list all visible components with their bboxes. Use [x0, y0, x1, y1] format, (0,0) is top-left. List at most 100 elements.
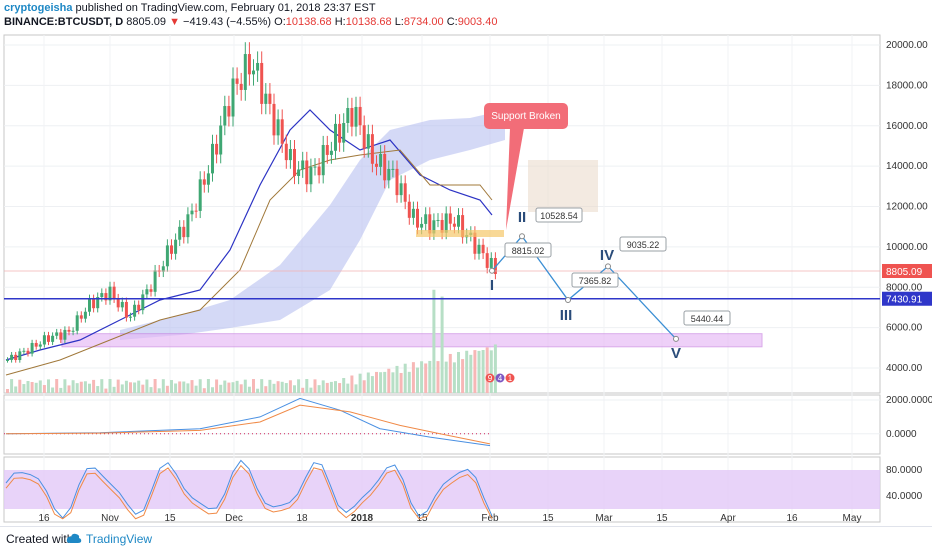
candle-body: [276, 119, 280, 136]
candle-body: [457, 215, 460, 227]
candle-body: [182, 226, 186, 238]
volume-bar: [247, 386, 251, 393]
candle-body: [321, 145, 325, 176]
candle-body: [55, 332, 59, 336]
x-tick-label: Dec: [225, 513, 243, 524]
volume-bar: [452, 362, 456, 393]
price-chart[interactable]: 20000.0018000.0016000.0014000.0012000.00…: [0, 30, 932, 526]
volume-bar: [420, 361, 424, 393]
volume-bar: [223, 380, 227, 393]
candle-body: [67, 329, 71, 332]
candle-body: [22, 350, 26, 352]
candle-body: [420, 223, 424, 228]
volume-bar: [465, 350, 469, 393]
volume-bar: [141, 384, 145, 393]
candle-body: [186, 214, 190, 238]
candle-body: [489, 257, 493, 268]
candle-body: [399, 183, 403, 196]
x-tick-label: 15: [416, 513, 428, 524]
candle-body: [252, 70, 255, 75]
candle-body: [239, 83, 243, 90]
volume-bar: [178, 381, 182, 393]
candle-body: [481, 244, 485, 254]
macd-tick-label: 0.0000: [886, 429, 917, 440]
low-label: L:: [394, 16, 404, 28]
volume-bar: [67, 385, 71, 393]
candle-body: [133, 304, 137, 317]
candle-body: [358, 106, 362, 126]
publish-line: cryptogeisha published on TradingView.co…: [4, 2, 376, 14]
volume-bar: [227, 382, 231, 393]
candle-body: [391, 168, 395, 170]
wave-value-box: [619, 236, 667, 252]
created-with-text: Created with: [6, 532, 74, 546]
candle-body: [383, 153, 387, 181]
tradingview-link[interactable]: TradingView: [86, 532, 153, 546]
candle-body: [211, 143, 214, 174]
volume-bar: [276, 381, 280, 393]
volume-bar: [112, 386, 116, 393]
wave-point: [519, 233, 525, 240]
candle-body: [92, 299, 96, 309]
wave-point: [673, 335, 679, 342]
volume-bar: [444, 361, 448, 393]
candle-body: [149, 289, 153, 292]
volume-bar: [83, 381, 87, 393]
volume-bar: [260, 379, 264, 393]
volume-bar: [6, 389, 9, 393]
candle-body: [387, 168, 391, 181]
candle-body: [75, 315, 79, 331]
macd-tick-label: 2000.0000: [886, 395, 932, 406]
volume-bar: [96, 386, 100, 393]
volume-bar: [42, 385, 46, 393]
rsi-d-line: [5, 464, 493, 520]
candle-body: [26, 350, 30, 354]
candle-body: [83, 311, 87, 319]
x-tick-label: Nov: [101, 513, 119, 524]
open-label: O:: [274, 16, 286, 28]
candle-body: [317, 166, 321, 176]
candle-body: [227, 106, 231, 117]
volume-bar: [305, 379, 309, 393]
volume-bar: [186, 383, 190, 393]
ichimoku-cloud: [120, 110, 505, 340]
volume-label: 1: [508, 374, 513, 383]
candle-body: [268, 93, 272, 104]
y-tick-label: 8000.00: [886, 282, 923, 293]
candle-body: [379, 153, 383, 167]
high-value: 10138.68: [345, 16, 392, 28]
conversion-line: [5, 109, 493, 361]
volume-bar: [493, 344, 497, 393]
candle-body: [116, 298, 120, 308]
candle-body: [100, 293, 104, 298]
candle-body: [120, 301, 124, 308]
candle-body: [10, 354, 14, 360]
volume-bar: [100, 379, 104, 393]
candle-body: [170, 245, 173, 254]
volume-bar: [108, 379, 112, 393]
volume-bar: [88, 383, 91, 393]
candle-body: [108, 286, 112, 301]
volume-bar: [477, 350, 481, 393]
candle-body: [129, 316, 132, 318]
volume-bar: [473, 350, 477, 393]
candle-body: [47, 335, 50, 342]
candle-body: [165, 245, 169, 267]
candle-body: [235, 78, 239, 84]
candle-body: [137, 304, 141, 311]
candle-body: [436, 219, 440, 221]
volume-bar: [440, 296, 444, 393]
candle-body: [63, 329, 67, 340]
volume-bar: [457, 352, 460, 393]
candle-body: [477, 244, 481, 254]
volume-bar: [149, 387, 153, 393]
rsi-tick-label: 40.0000: [886, 491, 923, 502]
y-tick-label: 10000.00: [886, 242, 928, 253]
volume-bar: [92, 379, 96, 393]
volume-bar: [153, 379, 157, 393]
candle-body: [198, 179, 202, 211]
volume-bar: [231, 382, 235, 393]
author-name[interactable]: cryptogeisha: [4, 2, 73, 14]
volume-bar: [280, 381, 284, 393]
volume-bar: [124, 380, 128, 393]
